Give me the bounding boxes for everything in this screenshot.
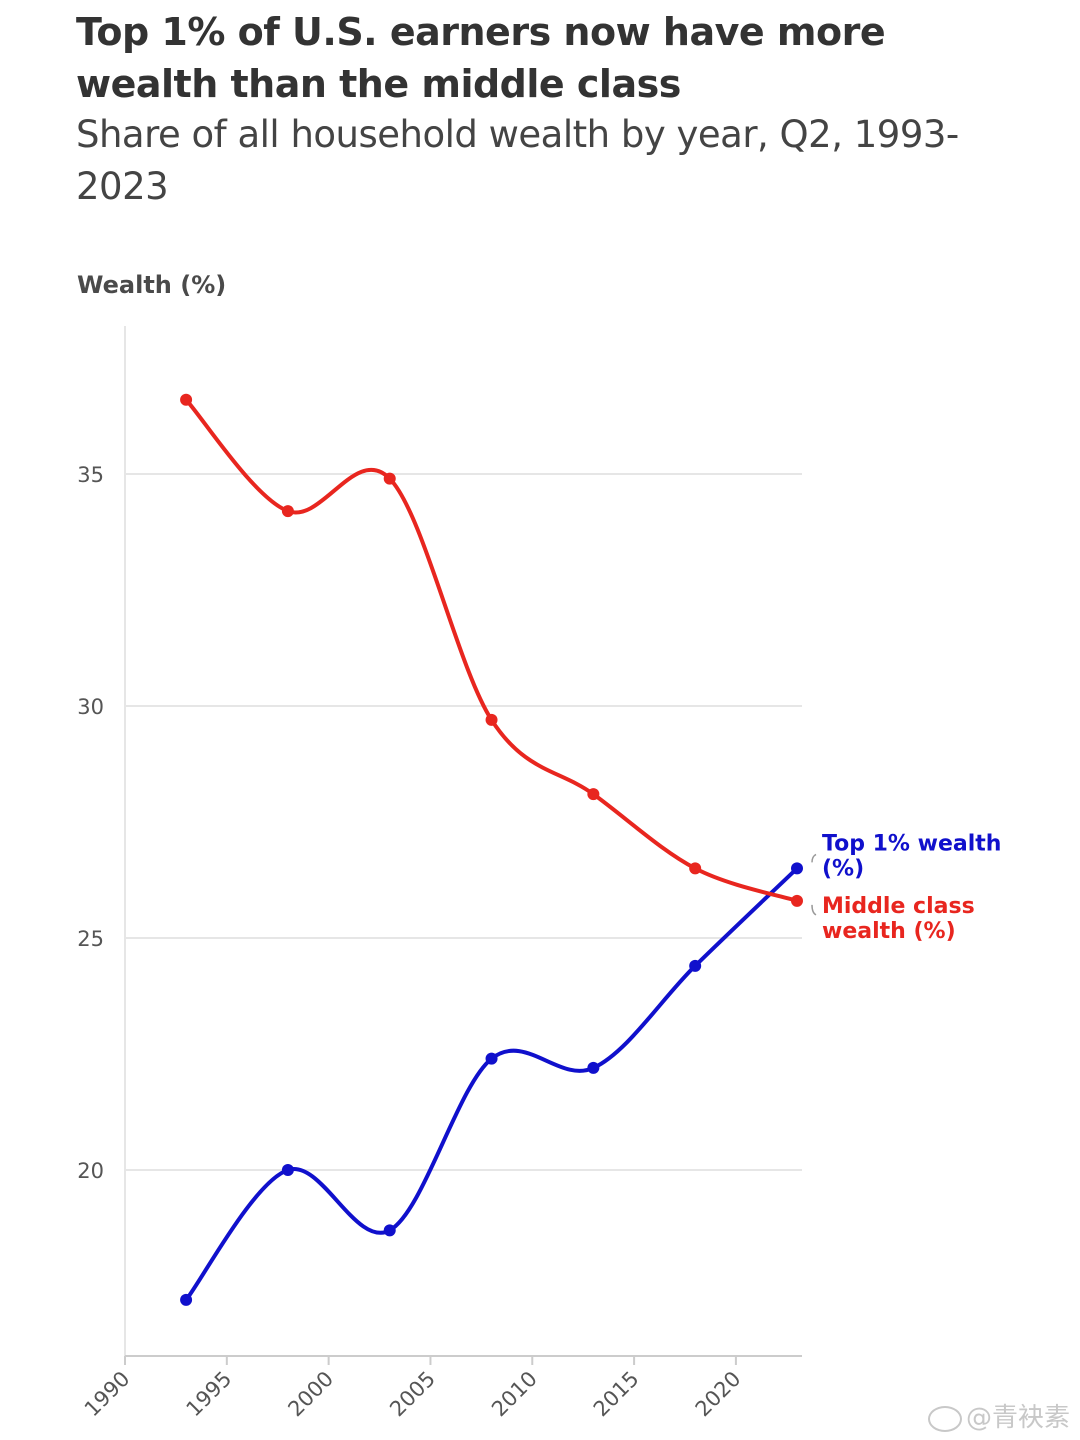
data-point-top1-1998 bbox=[281, 1164, 294, 1176]
data-point-middle-class-2003 bbox=[383, 472, 396, 485]
data-point-top1-2013 bbox=[587, 1061, 600, 1074]
x-tick-label-2010: 2010 bbox=[487, 1367, 542, 1422]
x-tick-label-2005: 2005 bbox=[385, 1367, 440, 1422]
y-tick-label-25: 25 bbox=[77, 927, 104, 951]
chart-subtitle: Share of all household wealth by year, Q… bbox=[76, 113, 959, 208]
x-tick-label-2000: 2000 bbox=[283, 1367, 338, 1422]
series-label-top1-line-1: Top 1% wealth bbox=[822, 831, 1001, 856]
data-point-top1-2018 bbox=[689, 959, 702, 972]
series-label-top1-line-2: (%) bbox=[822, 856, 864, 881]
series-label-connector-middle-class bbox=[811, 904, 817, 916]
data-point-top1-2003 bbox=[383, 1224, 396, 1237]
watermark: @青袂素 bbox=[927, 1397, 1070, 1434]
y-tick-label-35: 35 bbox=[77, 463, 104, 487]
series-line-top1 bbox=[184, 866, 799, 1302]
x-tick-label-1995: 1995 bbox=[182, 1367, 237, 1422]
series-label-middle-class-line-2: wealth (%) bbox=[822, 919, 956, 944]
series-lines bbox=[180, 393, 803, 1306]
series-label-connector-top1 bbox=[811, 853, 817, 863]
data-point-middle-class-2013 bbox=[587, 788, 600, 801]
series-label-middle-class-line-1: Middle class bbox=[822, 894, 975, 919]
data-point-top1-2008 bbox=[485, 1052, 498, 1065]
data-point-top1-1993 bbox=[180, 1293, 193, 1306]
data-point-middle-class-2023 bbox=[791, 894, 803, 907]
gridlines bbox=[125, 473, 802, 1171]
data-point-middle-class-1998 bbox=[281, 505, 294, 518]
data-point-top1-2023 bbox=[791, 862, 803, 875]
data-point-middle-class-2018 bbox=[689, 862, 702, 875]
y-tick-label-30: 30 bbox=[77, 695, 104, 719]
data-point-middle-class-2008 bbox=[485, 713, 498, 726]
x-tick-label-2015: 2015 bbox=[589, 1367, 644, 1422]
y-tick-label-20: 20 bbox=[77, 1159, 104, 1183]
chart-title: Top 1% of U.S. earners now have more wea… bbox=[76, 10, 886, 106]
weibo-icon bbox=[927, 1405, 962, 1432]
watermark-text: @青袂素 bbox=[965, 1403, 1070, 1433]
x-tick-label-1990: 1990 bbox=[80, 1367, 135, 1422]
y-axis-label: Wealth (%) bbox=[77, 271, 227, 299]
data-point-middle-class-1993 bbox=[180, 393, 193, 406]
x-tick-label-2020: 2020 bbox=[691, 1367, 746, 1422]
